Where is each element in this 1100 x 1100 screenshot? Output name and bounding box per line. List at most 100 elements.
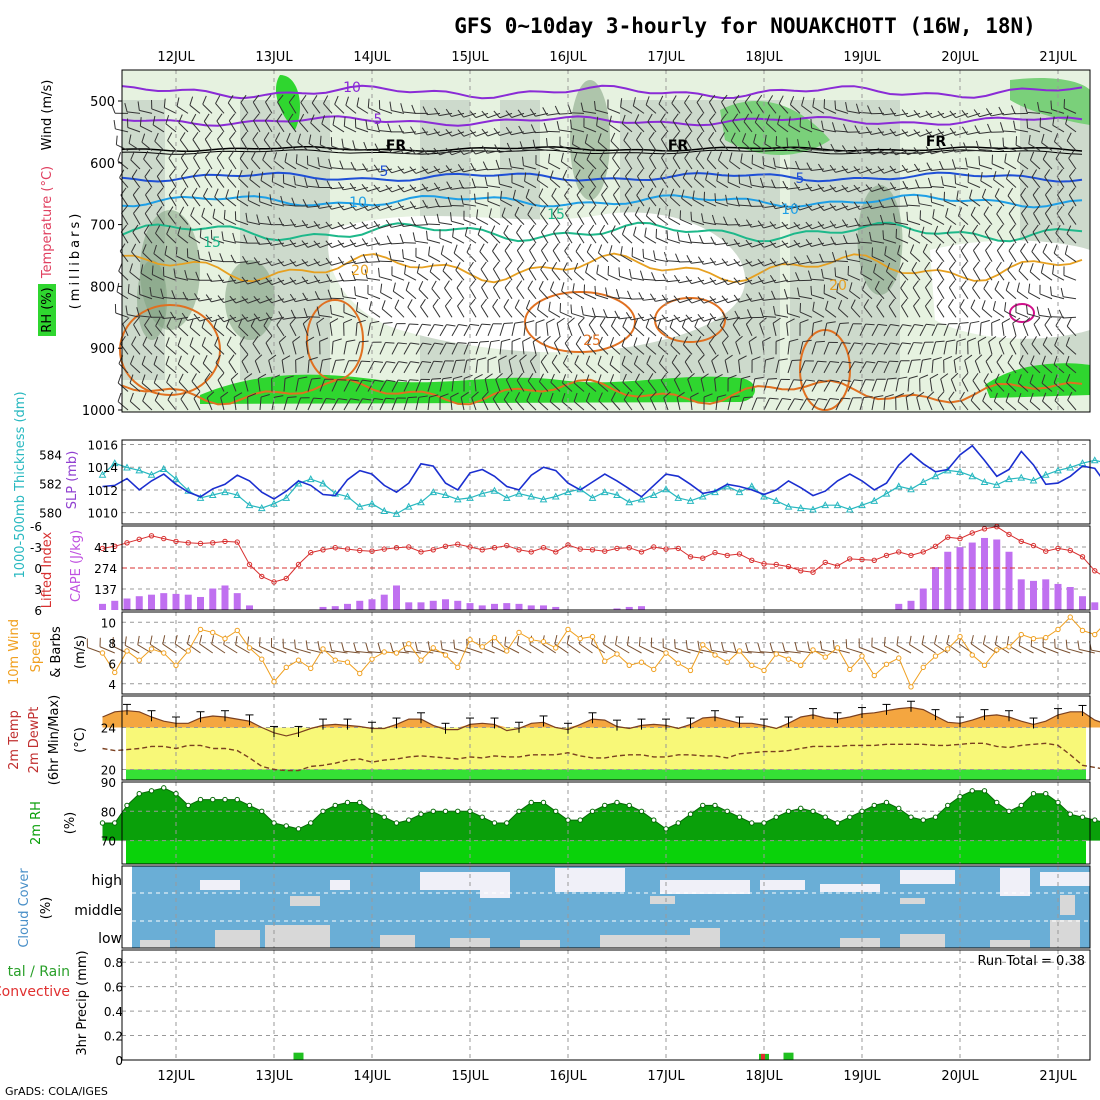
thickness-point [723, 482, 732, 490]
wind-barb [362, 163, 368, 172]
wind-barb [618, 297, 633, 300]
wind-barb [924, 287, 933, 300]
wind-barb [499, 112, 513, 119]
wind-barb [697, 113, 704, 121]
wind-barb [806, 255, 812, 264]
wind-barb [854, 217, 860, 227]
wind-barb [310, 122, 321, 133]
wind-barb [254, 360, 261, 374]
wind-barb [410, 361, 420, 364]
wind-barb [895, 360, 902, 374]
wind10-barb [794, 642, 798, 651]
wind-barb [201, 207, 205, 217]
wind-barb [450, 205, 465, 207]
cape-bar [135, 596, 143, 610]
wind-barb [745, 239, 753, 248]
wind-barb [284, 375, 294, 379]
wind-barb [283, 397, 289, 411]
wind-barb [316, 317, 325, 324]
wind-barb [214, 196, 225, 207]
wind-barb [503, 306, 513, 318]
wind-barb [176, 255, 189, 263]
wind-barb [397, 166, 405, 174]
wind-barb [1007, 362, 1017, 374]
wind-barb [253, 257, 260, 266]
wind-barb [970, 400, 981, 411]
isotherm-minus5 [121, 115, 1083, 127]
wind-barb [583, 110, 597, 114]
wind-barb [166, 318, 172, 327]
rh2m-point [357, 799, 363, 806]
rh2m-point [320, 808, 326, 814]
wind10-barb [162, 643, 177, 654]
wind-barb [823, 277, 837, 281]
thickness-point [1005, 475, 1013, 483]
li-tick: 6 [34, 604, 42, 618]
wind-barb [556, 317, 565, 324]
wind-barb [289, 277, 297, 285]
wind-barb [338, 398, 348, 401]
wind-barb [307, 359, 310, 373]
wind-barb [259, 222, 273, 226]
rh2m-point [430, 808, 436, 814]
wind-barb [335, 359, 345, 361]
wind-barb [624, 194, 633, 207]
wind-barb [394, 299, 400, 309]
wind-barb [786, 318, 795, 324]
wind-barb [167, 132, 173, 141]
wind-barb [621, 355, 626, 365]
wind10-point [504, 648, 510, 654]
wind-barb [922, 358, 932, 361]
wind-barb [421, 147, 429, 156]
wind-barb [721, 237, 728, 246]
wind-barb [895, 342, 903, 355]
wind-barb [937, 391, 945, 399]
wind-barb [1018, 169, 1024, 179]
precip-total-bar [293, 1052, 304, 1060]
wind-barb [141, 133, 146, 143]
lifted-index-point [957, 535, 963, 542]
wind-barb [858, 241, 873, 244]
wind-barb [265, 258, 272, 266]
wind-barb [751, 184, 765, 189]
cape-bar [478, 605, 486, 610]
wind-barb [932, 209, 935, 219]
wind10-point [945, 646, 951, 652]
wind-barb [835, 323, 841, 336]
contour-label: 15 [203, 235, 221, 251]
wind-barb [1065, 345, 1077, 355]
rh2m-point [406, 817, 412, 823]
wind-barb [254, 354, 263, 362]
wind10-point [418, 657, 424, 663]
date-label-top: 17JUL [647, 50, 685, 65]
wind-barb [224, 218, 237, 226]
wind-barb [612, 150, 618, 159]
wind-barb [775, 398, 783, 411]
wind-barb [562, 382, 573, 392]
wind-barb [708, 139, 717, 151]
wind-barb [386, 361, 396, 364]
wind-barb [882, 223, 897, 226]
wind-barb [1028, 283, 1031, 293]
rh2m-tick: 80 [101, 805, 116, 819]
date-axes: 12JUL12JUL13JUL13JUL14JUL14JUL15JUL15JUL… [157, 50, 1077, 1084]
wind10-point [847, 666, 853, 673]
wind-barb [1065, 337, 1070, 346]
wind-barb [738, 204, 753, 207]
wind-barb [572, 283, 575, 293]
wind-barb [895, 221, 909, 226]
wind-barb [594, 285, 597, 295]
wind-barb [550, 289, 561, 300]
wind-barb [676, 391, 685, 398]
wind-barb [993, 400, 1005, 411]
wind-barb [935, 243, 942, 252]
wind-barb [525, 299, 531, 309]
wind-barb [326, 180, 332, 189]
wind-barb [409, 379, 419, 381]
wind-barb [301, 258, 309, 267]
wind-barb [583, 293, 597, 300]
wind-barb [391, 187, 405, 193]
wind-barb [458, 179, 464, 189]
cape-bar [491, 603, 498, 610]
wind-barb [492, 298, 499, 307]
